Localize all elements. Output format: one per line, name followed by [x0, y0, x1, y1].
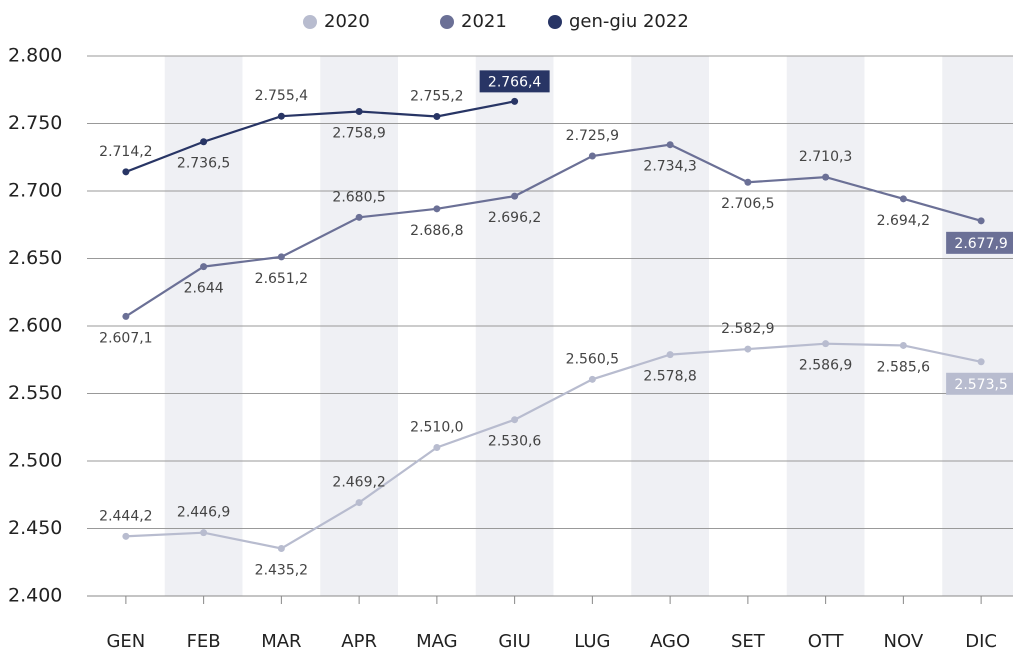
- x-tick-label: GEN: [106, 631, 145, 651]
- data-label: 2.651,2: [255, 271, 308, 287]
- legend-marker: [440, 15, 454, 29]
- data-point: [433, 444, 441, 451]
- data-point: [355, 213, 363, 221]
- data-point: [277, 544, 285, 552]
- data-label: 2.510,0: [410, 420, 463, 436]
- data-label: 2.578,8: [643, 369, 696, 385]
- data-point: [588, 152, 596, 160]
- data-label: 2.714,2: [99, 144, 152, 160]
- data-label: 2.586,9: [799, 358, 852, 374]
- data-label: 2.446,9: [177, 505, 230, 521]
- data-label: 2.694,2: [877, 213, 930, 229]
- x-tick-label: DIC: [965, 631, 997, 651]
- data-label: 2.573,5: [954, 377, 1007, 393]
- data-point: [977, 217, 985, 225]
- data-label: 2.469,2: [332, 475, 385, 491]
- x-tick-label: NOV: [884, 631, 924, 651]
- data-point: [511, 192, 519, 200]
- label-box: [946, 372, 1013, 395]
- label-box: [946, 231, 1013, 254]
- data-point: [122, 532, 130, 540]
- series-line: [125, 143, 982, 318]
- data-point: [200, 138, 208, 146]
- data-label: 2.725,9: [566, 128, 619, 144]
- data-label: 2.582,9: [721, 321, 774, 337]
- data-point: [744, 178, 752, 186]
- series-line: [125, 342, 982, 550]
- data-label: 2.710,3: [799, 149, 852, 165]
- x-tick-label: MAG: [416, 631, 457, 651]
- label-box: [479, 70, 550, 93]
- y-tick-label: 2.600: [8, 315, 62, 337]
- x-tick-label: MAR: [261, 631, 301, 651]
- data-point: [277, 253, 285, 261]
- data-point: [122, 168, 130, 176]
- legend-label: gen-giu 2022: [569, 11, 689, 32]
- data-point: [666, 141, 674, 149]
- y-tick-label: 2.650: [8, 247, 62, 269]
- data-label: 2.530,6: [488, 434, 542, 450]
- data-point: [899, 195, 907, 203]
- data-point: [355, 499, 363, 507]
- data-point: [666, 351, 674, 359]
- data-label: 2.435,2: [255, 562, 308, 578]
- y-tick-label: 2.750: [8, 112, 62, 134]
- data-point: [277, 112, 285, 120]
- series-line: [125, 100, 515, 173]
- y-tick-label: 2.550: [8, 382, 62, 404]
- x-tick-label: GIU: [498, 631, 530, 651]
- data-label: 2.758,9: [332, 125, 385, 141]
- data-point: [511, 97, 519, 105]
- data-point: [122, 312, 130, 320]
- data-point: [822, 173, 830, 181]
- x-tick-label: OTT: [808, 631, 845, 651]
- data-point: [744, 345, 752, 353]
- data-point: [200, 529, 208, 537]
- data-label: 2.677,9: [954, 236, 1007, 252]
- data-label: 2.696,2: [488, 210, 541, 226]
- legend-marker: [303, 15, 317, 29]
- x-tick-label: FEB: [187, 631, 221, 651]
- y-tick-label: 2.700: [8, 180, 62, 202]
- data-label: 2.755,2: [410, 88, 463, 104]
- legend-label: 2021: [461, 11, 507, 32]
- data-label: 2.755,4: [255, 88, 309, 104]
- data-point: [355, 107, 363, 115]
- x-tick-label: SET: [731, 631, 766, 651]
- legend-marker: [548, 15, 562, 29]
- data-point: [899, 341, 907, 349]
- y-tick-label: 2.800: [8, 45, 62, 67]
- data-point: [822, 340, 830, 348]
- data-point: [511, 416, 519, 424]
- data-point: [977, 358, 985, 366]
- data-point: [433, 112, 441, 120]
- x-tick-label: LUG: [574, 631, 610, 651]
- legend-label: 2020: [324, 11, 370, 32]
- data-label: 2.766,4: [488, 74, 542, 90]
- y-tick-label: 2.450: [8, 517, 62, 539]
- x-tick-label: APR: [341, 631, 377, 651]
- data-label: 2.736,5: [177, 156, 230, 172]
- y-tick-label: 2.400: [8, 585, 62, 607]
- data-point: [200, 263, 208, 271]
- data-label: 2.680,5: [332, 189, 385, 205]
- data-label: 2.734,3: [643, 159, 696, 175]
- x-tick-label: AGO: [650, 631, 690, 651]
- data-point: [588, 375, 596, 383]
- data-label: 2.706,5: [721, 196, 774, 212]
- y-tick-label: 2.500: [8, 450, 62, 472]
- data-label: 2.607,1: [99, 330, 152, 346]
- data-label: 2.444,2: [99, 508, 152, 524]
- data-label: 2.585,6: [877, 359, 931, 375]
- data-label: 2.560,5: [566, 351, 619, 367]
- data-label: 2.644: [184, 281, 224, 297]
- data-point: [433, 205, 441, 213]
- data-label: 2.686,8: [410, 223, 463, 239]
